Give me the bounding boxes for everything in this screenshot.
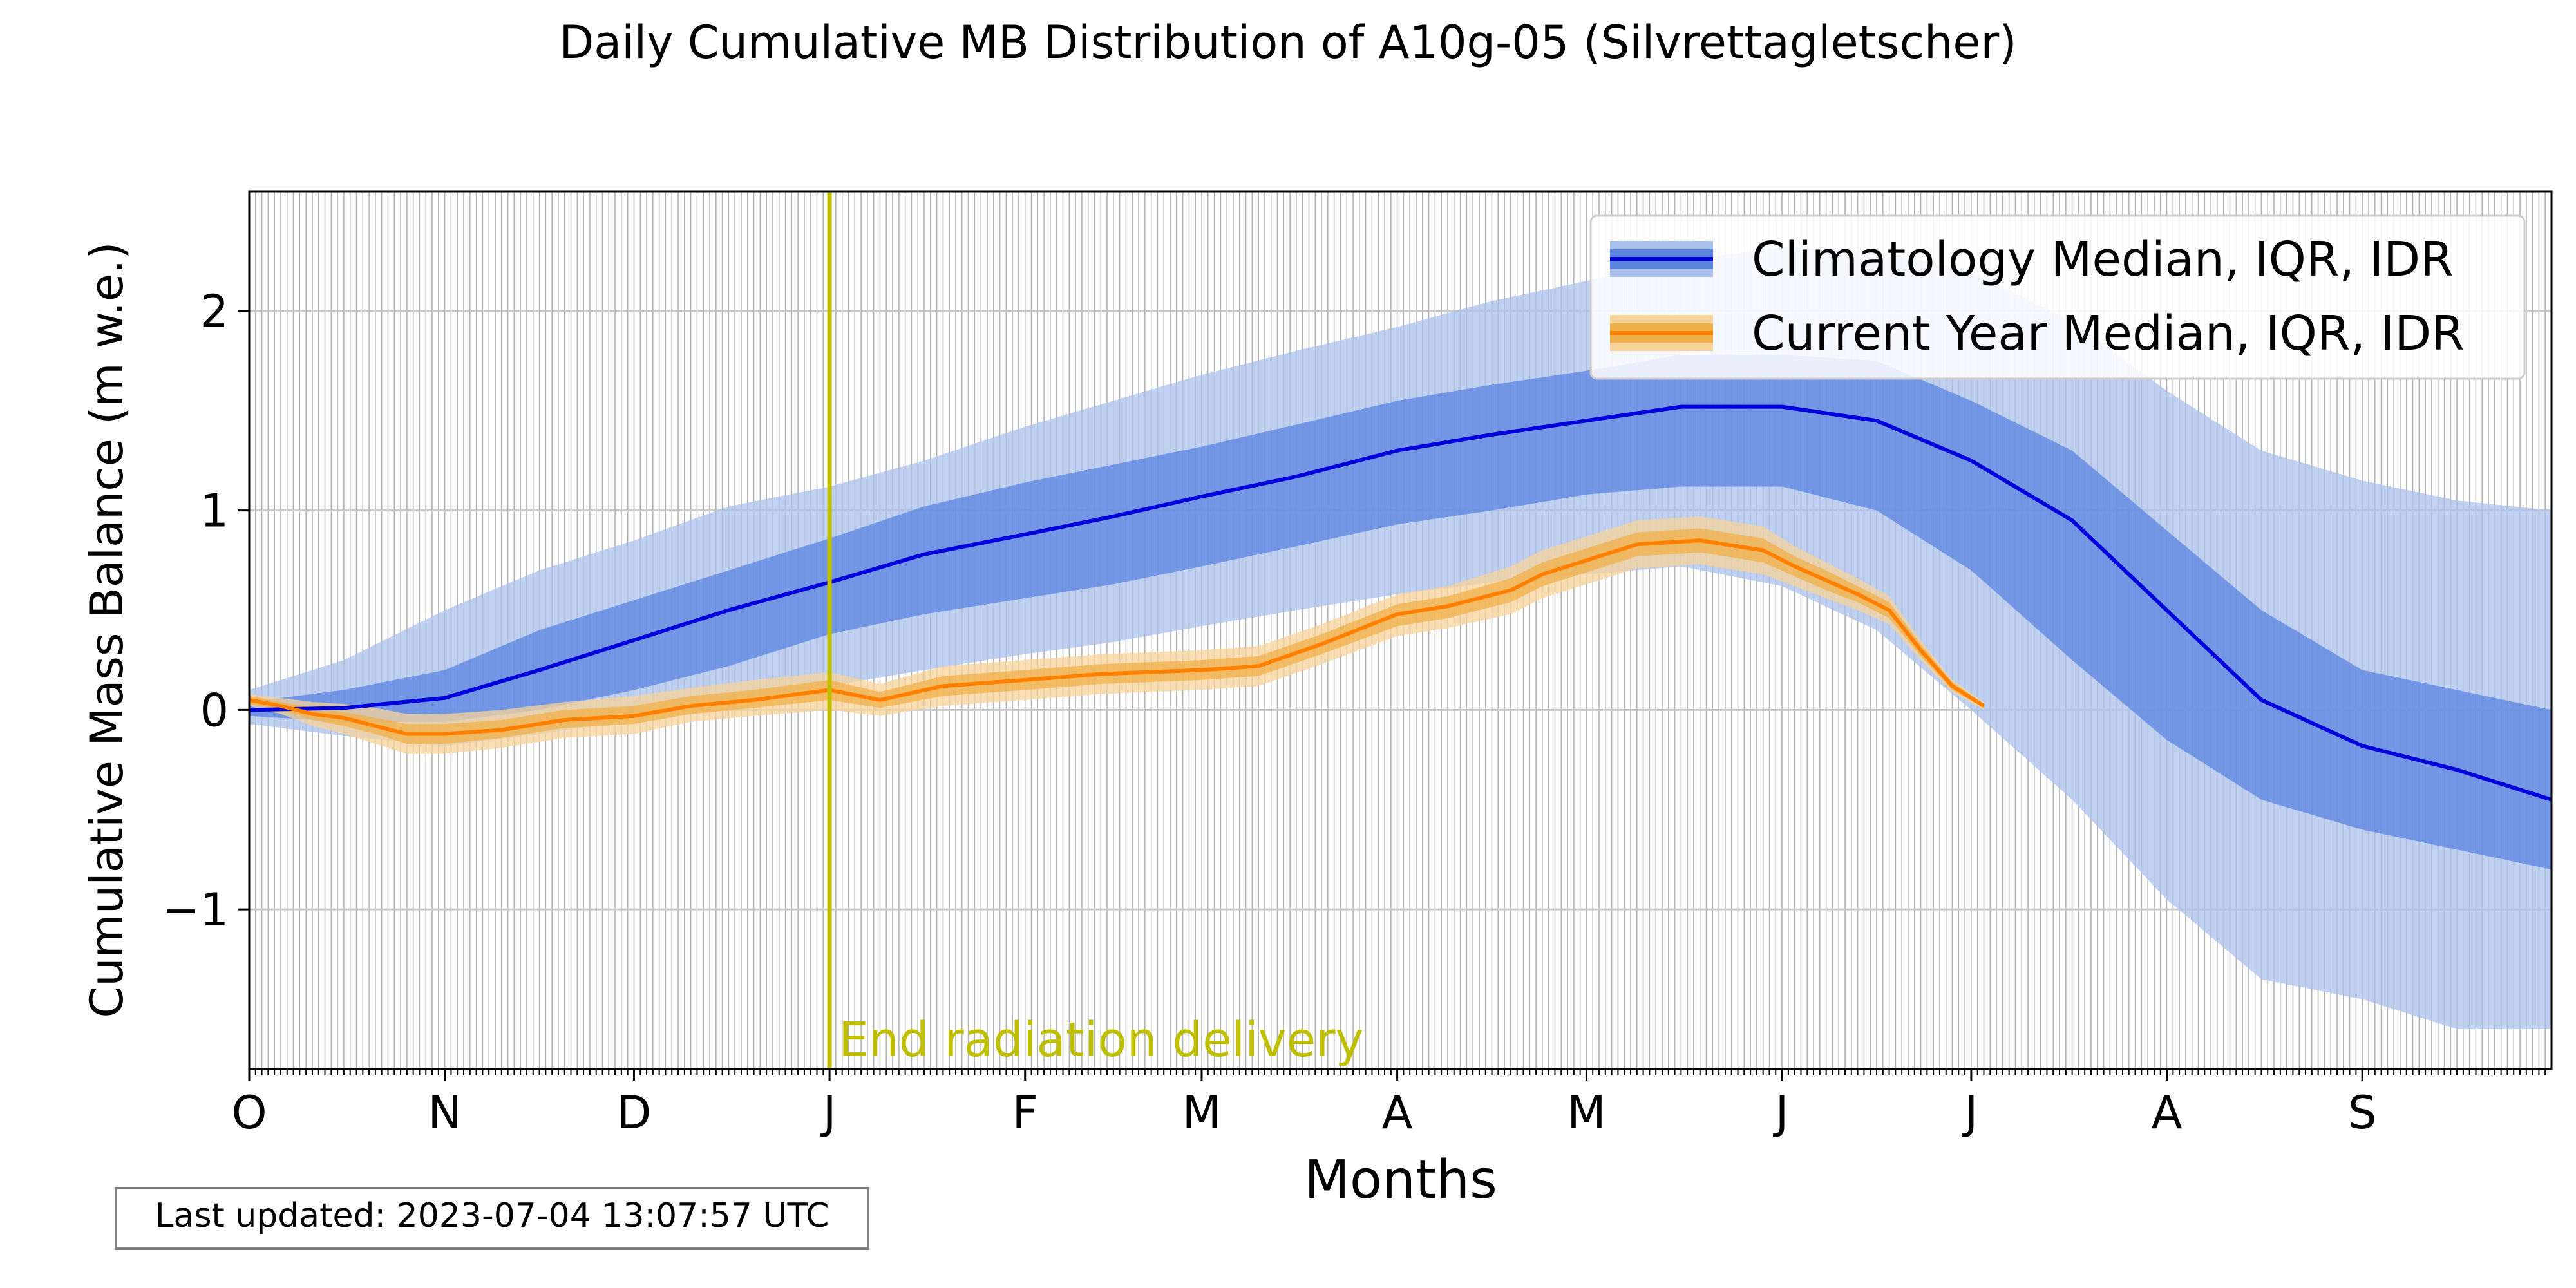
last-updated-text: Last updated: 2023-07-04 13:07:57 UTC — [155, 1197, 829, 1235]
legend-frame — [1589, 214, 2526, 380]
legend: Climatology Median, IQR, IDR Current Year… — [1589, 214, 2526, 380]
chart-title: Daily Cumulative MB Distribution of A10g… — [559, 16, 2016, 69]
x-tick-label: J — [1962, 1086, 1978, 1139]
last-updated-box: Last updated: 2023-07-04 13:07:57 UTC — [115, 1187, 869, 1250]
x-tick-label: A — [1382, 1086, 1413, 1139]
y-tick-label: 2 — [200, 285, 229, 338]
x-tick-label: M — [1182, 1086, 1221, 1139]
x-tick-label: J — [1773, 1086, 1789, 1139]
x-tick-label: M — [1567, 1086, 1605, 1139]
y-tick-label: 0 — [200, 684, 229, 737]
x-axis-label: Months — [1304, 1150, 1497, 1211]
y-tick-label: −1 — [162, 884, 229, 936]
end-radiation-delivery-label: End radiation delivery — [838, 1012, 1363, 1068]
last-updated-frame — [115, 1187, 869, 1250]
y-tick-label: 1 — [200, 485, 229, 538]
x-tick-label: J — [820, 1086, 837, 1139]
legend-climatology-label: Climatology Median, IQR, IDR — [1752, 232, 2454, 287]
plot-area-frame — [248, 190, 2553, 1070]
climatology-median-line — [249, 404, 2552, 802]
y-axis-label: Cumulative Mass Balance (m w.e.) — [80, 242, 133, 1018]
x-tick-label: A — [2152, 1086, 2183, 1139]
x-tick-label: S — [2348, 1086, 2376, 1139]
x-tick-label: D — [617, 1086, 652, 1139]
x-tick-label: F — [1012, 1086, 1038, 1139]
x-tick-label: O — [231, 1086, 267, 1139]
climatology-iqr-band — [249, 355, 2552, 870]
x-tick-label: N — [428, 1086, 461, 1139]
legend-current-year-label: Current Year Median, IQR, IDR — [1752, 306, 2465, 361]
current-year-median-line — [249, 538, 1985, 736]
current-year-iqr-band — [249, 528, 1984, 744]
